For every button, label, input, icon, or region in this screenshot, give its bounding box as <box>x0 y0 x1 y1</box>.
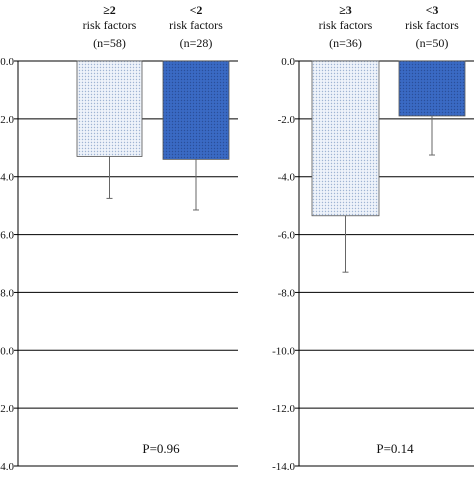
y-tick-label: -10.0 <box>0 345 14 357</box>
group-symbol: <2 <box>190 3 203 17</box>
y-tick-label: -12.0 <box>272 403 295 415</box>
y-tick-label: -6.0 <box>0 230 14 242</box>
chart-panel-1: 0.0-2.0-4.0-6.0-8.0-10.0-12.0-14.0≥2risk… <box>0 3 238 473</box>
group-count: (n=58) <box>93 36 126 50</box>
y-tick-label: -2.0 <box>0 114 14 126</box>
p-value-annotation: P=0.96 <box>142 441 180 456</box>
y-tick-label: -8.0 <box>0 287 14 299</box>
bar <box>311 60 380 217</box>
y-tick-label: 0.0 <box>281 56 295 68</box>
y-tick-label: -4.0 <box>0 172 14 184</box>
y-tick-label: -8.0 <box>278 287 296 299</box>
group-label: risk factors <box>405 18 459 32</box>
y-tick-label: -10.0 <box>272 345 295 357</box>
group-count: (n=36) <box>329 36 362 50</box>
chart-panel-2: 0.0-2.0-4.0-6.0-8.0-10.0-12.0-14.0≥3risk… <box>272 3 474 473</box>
y-tick-label: -4.0 <box>278 172 296 184</box>
y-tick-label: -2.0 <box>278 114 296 126</box>
y-tick-label: -14.0 <box>272 461 295 473</box>
group-symbol: ≥3 <box>339 3 352 17</box>
group-label: risk factors <box>83 18 137 32</box>
y-tick-label: 0.0 <box>0 56 14 68</box>
group-symbol: <3 <box>426 3 439 17</box>
p-value-annotation: P=0.14 <box>376 441 414 456</box>
group-count: (n=50) <box>416 36 449 50</box>
group-count: (n=28) <box>180 36 213 50</box>
group-label: risk factors <box>319 18 373 32</box>
y-tick-label: -14.0 <box>0 461 14 473</box>
bar <box>398 60 466 117</box>
group-symbol: ≥2 <box>103 3 116 17</box>
group-label: risk factors <box>169 18 223 32</box>
bar <box>162 60 230 160</box>
y-tick-label: -6.0 <box>278 230 296 242</box>
bar <box>76 60 143 157</box>
y-tick-label: -12.0 <box>0 403 14 415</box>
